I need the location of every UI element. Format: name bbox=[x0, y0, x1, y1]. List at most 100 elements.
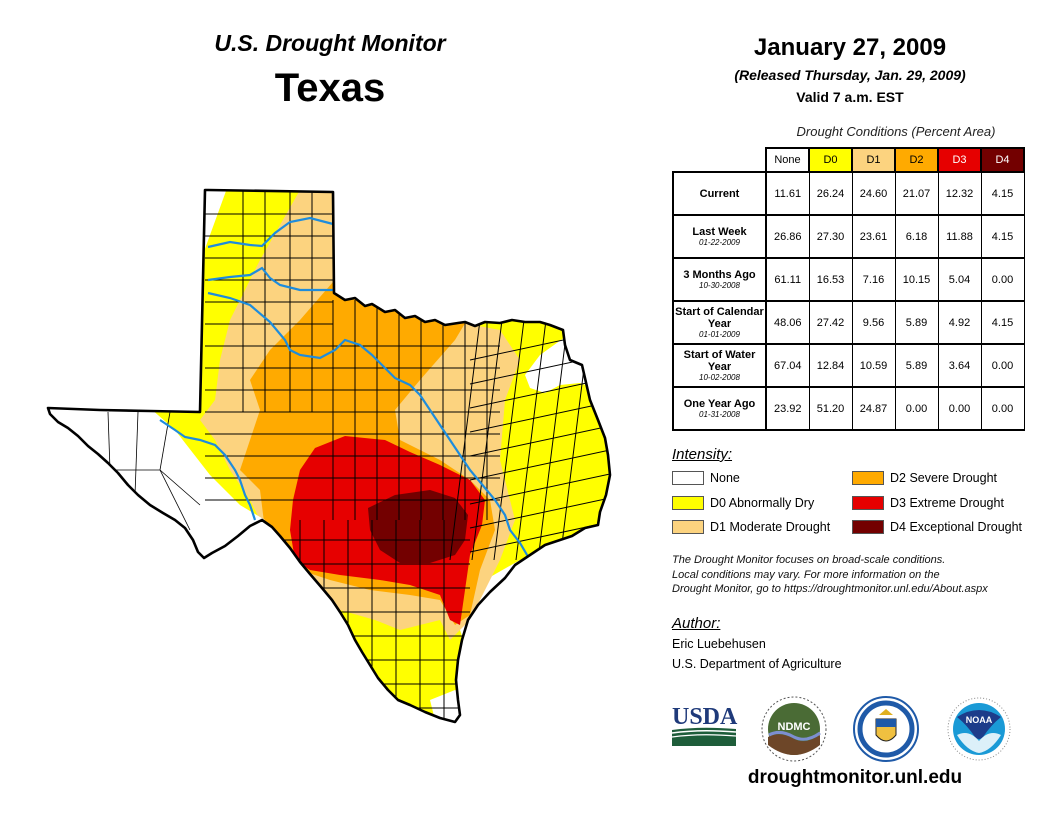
table-cell: 12.84 bbox=[808, 343, 853, 388]
table-cell: 3.64 bbox=[937, 343, 982, 388]
row-date: 01-22-2009 bbox=[699, 237, 740, 247]
state-name: Texas bbox=[274, 66, 386, 110]
map-date: January 27, 2009 bbox=[753, 34, 947, 61]
table-cell: 6.18 bbox=[894, 214, 939, 259]
county-line bbox=[134, 411, 139, 496]
col-header-d3: D3 bbox=[937, 147, 982, 173]
row-date: 01-31-2008 bbox=[699, 409, 740, 419]
legend-item: D3 Extreme Drought bbox=[852, 496, 1004, 510]
legend-swatch bbox=[852, 471, 884, 485]
table-cell: 4.15 bbox=[980, 214, 1025, 259]
table-cell: 5.89 bbox=[894, 343, 939, 388]
row-label-text: Start of Water Year bbox=[683, 348, 756, 373]
legend-swatch bbox=[672, 496, 704, 510]
table-cell: 16.53 bbox=[808, 257, 853, 302]
legend-label: D0 Abnormally Dry bbox=[710, 496, 815, 510]
row-label-text: Start of Calendar Year bbox=[675, 305, 764, 330]
texas-drought-map bbox=[46, 188, 612, 724]
row-label-text: One Year Ago bbox=[683, 397, 756, 410]
table-cell: 21.07 bbox=[894, 171, 939, 216]
legend-item: D4 Exceptional Drought bbox=[852, 520, 1022, 534]
table-cell: 5.89 bbox=[894, 300, 939, 345]
release-date: (Released Thursday, Jan. 29, 2009) bbox=[734, 67, 966, 83]
author-title: Author: bbox=[672, 615, 721, 632]
legend-swatch bbox=[672, 520, 704, 534]
county-line bbox=[515, 319, 547, 561]
table-cell: 4.92 bbox=[937, 300, 982, 345]
table-row: Start of Calendar Year 01-01-2009 48.06 27.… bbox=[672, 300, 1025, 345]
website-url[interactable]: droughtmonitor.unl.edu bbox=[747, 767, 963, 788]
table-row: Start of Water Year 10-02-2008 67.04 12.84 1… bbox=[672, 343, 1025, 388]
table-cell: 0.00 bbox=[937, 386, 982, 431]
row-label-text: Last Week bbox=[692, 225, 747, 238]
table-cell: 26.24 bbox=[808, 171, 853, 216]
legend-label: D4 Exceptional Drought bbox=[890, 520, 1023, 534]
canadian-river bbox=[207, 216, 334, 249]
row-date: 10-02-2008 bbox=[699, 372, 740, 382]
legend-swatch bbox=[852, 496, 884, 510]
county-line bbox=[471, 319, 503, 561]
usda-logo-text: USDA bbox=[672, 704, 738, 730]
row-label: Start of Calendar Year 01-01-2009 bbox=[672, 300, 767, 345]
row-date: 10-30-2008 bbox=[699, 280, 740, 290]
usda-logo: USDA bbox=[671, 704, 738, 746]
county-line bbox=[469, 449, 610, 481]
disclaimer-line: The Drought Monitor focuses on broad-sca… bbox=[672, 554, 946, 566]
commerce-seal-logo bbox=[853, 696, 919, 762]
legend-item: D0 Abnormally Dry bbox=[672, 496, 814, 510]
table-cell: 11.88 bbox=[937, 214, 982, 259]
table-cell: 24.60 bbox=[851, 171, 896, 216]
county-line bbox=[493, 319, 525, 561]
col-header-d1: D1 bbox=[851, 147, 896, 173]
disclaimer: The Drought Monitor focuses on broad-sca… bbox=[672, 553, 1052, 597]
table-cell: 48.06 bbox=[765, 300, 810, 345]
legend-item: D1 Moderate Drought bbox=[672, 520, 830, 534]
county-line bbox=[469, 401, 610, 433]
texas-state-border bbox=[46, 188, 612, 724]
table-cell: 7.16 bbox=[851, 257, 896, 302]
table-row: Last Week 01-22-2009 26.86 27.30 23.61 6.18 11… bbox=[672, 214, 1025, 259]
table-row: One Year Ago 01-31-2008 23.92 51.20 24.87 0.0… bbox=[672, 386, 1025, 431]
rio-grande-pecos bbox=[159, 419, 257, 521]
table-cell: 26.86 bbox=[765, 214, 810, 259]
table-cell: 4.15 bbox=[980, 171, 1025, 216]
rivers bbox=[159, 216, 531, 561]
table-cell: 0.00 bbox=[980, 386, 1025, 431]
table-cell: 10.15 bbox=[894, 257, 939, 302]
table-row: Current 11.61 26.24 24.60 21.07 12.32 4.15 bbox=[672, 171, 1025, 216]
legend-label: D1 Moderate Drought bbox=[710, 520, 831, 534]
table-cell: 10.59 bbox=[851, 343, 896, 388]
table-cell: 51.20 bbox=[808, 386, 853, 431]
valid-time: Valid 7 a.m. EST bbox=[796, 89, 904, 105]
row-label-text: 3 Months Ago bbox=[683, 268, 756, 281]
table-cell: 11.61 bbox=[765, 171, 810, 216]
row-label: Current bbox=[672, 171, 767, 216]
row-label-text: Current bbox=[699, 187, 740, 200]
table-cell: 12.32 bbox=[937, 171, 982, 216]
col-header-none: None bbox=[765, 147, 810, 173]
legend-swatch bbox=[672, 471, 704, 485]
county-line bbox=[159, 411, 171, 471]
disclaimer-line: Local conditions may vary. For more info… bbox=[672, 568, 940, 581]
table-caption: Drought Conditions (Percent Area) bbox=[796, 124, 996, 139]
county-line bbox=[159, 469, 191, 531]
disclaimer-line: Drought Monitor, go to https://droughtmo… bbox=[672, 583, 988, 595]
table-cell: 27.30 bbox=[808, 214, 853, 259]
table-cell: 0.00 bbox=[894, 386, 939, 431]
table-cell: 24.87 bbox=[851, 386, 896, 431]
row-label: One Year Ago 01-31-2008 bbox=[672, 386, 767, 431]
table-row: 3 Months Ago 10-30-2008 61.11 16.53 7.16 10.1… bbox=[672, 257, 1025, 302]
table-cell: 9.56 bbox=[851, 300, 896, 345]
legend-title: Intensity: bbox=[672, 446, 733, 463]
legend-swatch bbox=[852, 520, 884, 534]
county-line bbox=[449, 319, 481, 561]
row-date: 01-01-2009 bbox=[699, 329, 740, 339]
legend-item: None bbox=[672, 471, 740, 485]
map-title: U.S. Drought Monitor bbox=[214, 30, 446, 56]
table-cell: 27.42 bbox=[808, 300, 853, 345]
col-header-d4: D4 bbox=[980, 147, 1025, 173]
drought-conditions-table: None D0 D1 D2 D3 D4 Current 11.61 26.24 24.… bbox=[672, 147, 1025, 431]
table-cell: 67.04 bbox=[765, 343, 810, 388]
county-line bbox=[537, 319, 569, 561]
legend-item: D2 Severe Drought bbox=[852, 471, 997, 485]
